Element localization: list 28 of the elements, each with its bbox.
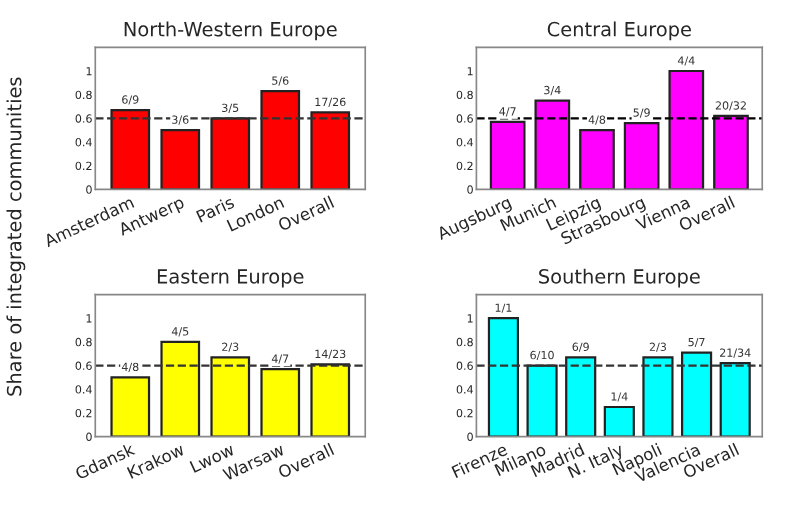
bar bbox=[713, 114, 749, 190]
bar bbox=[487, 317, 520, 437]
chart-title: Central Europe bbox=[547, 21, 691, 41]
chart-title: Eastern Europe bbox=[157, 269, 304, 288]
bar bbox=[160, 340, 201, 437]
bar bbox=[160, 129, 201, 190]
bar bbox=[110, 376, 151, 437]
bar bbox=[110, 108, 151, 190]
bar bbox=[260, 368, 301, 437]
bar bbox=[680, 351, 713, 437]
bar bbox=[489, 120, 526, 190]
bar bbox=[310, 111, 351, 190]
bar bbox=[565, 356, 597, 437]
bar bbox=[642, 356, 674, 437]
chart-title: Southern Europe bbox=[539, 268, 700, 288]
bar bbox=[579, 129, 615, 190]
bar bbox=[603, 405, 635, 437]
bar bbox=[210, 117, 251, 190]
bar bbox=[260, 90, 301, 190]
bar bbox=[526, 364, 558, 437]
bar bbox=[668, 69, 705, 190]
chart-title: North-Western Europe bbox=[124, 21, 337, 41]
bar bbox=[210, 356, 251, 437]
bar bbox=[719, 362, 751, 437]
y-axis-title: Share of integrated communities bbox=[6, 77, 26, 396]
bar bbox=[534, 99, 571, 190]
bar bbox=[310, 363, 351, 437]
bar bbox=[623, 121, 660, 190]
